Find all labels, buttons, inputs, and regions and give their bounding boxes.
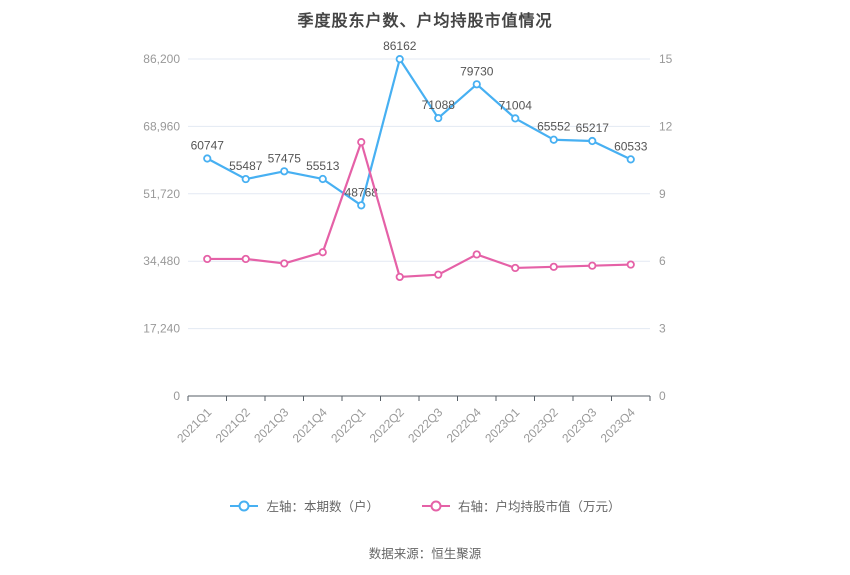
data-point-marker xyxy=(395,272,404,282)
x-axis-category-label: 2021Q2 xyxy=(213,405,253,445)
data-point-label: 48768 xyxy=(345,185,379,199)
axis-tick-labels: 0 0 17,240 3 34,480 6 51,720 9 68,960 12 86,200 15 xyxy=(143,52,672,403)
data-point-label: 55487 xyxy=(229,159,263,173)
legend-marker-icon xyxy=(422,500,450,511)
x-axis-category-label: 2022Q1 xyxy=(328,405,368,445)
x-axis-category-label: 2022Q2 xyxy=(367,405,407,445)
data-point-label: 71088 xyxy=(422,98,456,112)
data-source-note: 数据来源：恒生聚源 xyxy=(368,547,482,561)
data-point-label: 60533 xyxy=(614,139,648,153)
blue-series: 60747 55487 57475 55513 48768 86162 71088 79730… xyxy=(191,39,648,210)
x-axis-category-label: 2023Q1 xyxy=(482,405,522,445)
x-axis-category-label: 2022Q4 xyxy=(444,405,484,445)
x-axis-category-label: 2022Q3 xyxy=(405,405,445,445)
data-point-label: 86162 xyxy=(383,39,417,53)
data-point-marker xyxy=(549,262,558,271)
data-point-marker xyxy=(472,250,481,259)
left-axis-tick-label: 34,480 xyxy=(143,254,180,268)
x-axis xyxy=(187,395,651,401)
x-axis-category-label: 2023Q4 xyxy=(598,405,638,445)
data-point-marker xyxy=(549,135,558,144)
data-point-marker xyxy=(318,248,327,257)
x-axis-category-label: 2021Q1 xyxy=(174,405,214,445)
data-point-marker xyxy=(626,260,635,269)
legend-item-shareholder-count[interactable]: 左轴：本期数（户） xyxy=(229,496,379,515)
gridlines xyxy=(188,58,650,330)
data-point-marker xyxy=(241,254,250,264)
data-point-marker xyxy=(203,154,212,163)
x-axis-category-labels: 2021Q12021Q22021Q32021Q42022Q12022Q22022… xyxy=(174,405,638,445)
data-point-label: 65552 xyxy=(537,120,571,134)
right-axis-tick-label: 9 xyxy=(659,187,666,201)
data-point-label: 60747 xyxy=(191,139,225,153)
data-point-marker xyxy=(588,136,597,146)
legend-marker-icon xyxy=(230,500,259,511)
series-line xyxy=(206,58,632,207)
data-point-marker xyxy=(318,174,327,184)
x-axis-category-label: 2023Q2 xyxy=(521,405,561,445)
left-axis-tick-label: 86,200 xyxy=(143,52,180,66)
data-point-marker xyxy=(280,259,289,268)
data-point-marker xyxy=(588,261,597,270)
data-point-label: 55513 xyxy=(306,159,340,173)
series-line xyxy=(207,141,631,279)
data-point-marker xyxy=(434,270,443,279)
legend-label: 右轴：户均持股市值（万元） xyxy=(458,500,621,514)
data-point-label: 71004 xyxy=(499,98,533,112)
right-axis-tick-label: 0 xyxy=(659,389,666,403)
right-axis-tick-label: 15 xyxy=(659,52,673,66)
left-axis-tick-label: 17,240 xyxy=(143,322,180,336)
data-point-label: 79730 xyxy=(460,64,494,78)
data-point-marker xyxy=(511,114,520,123)
data-point-marker xyxy=(472,80,481,89)
chart-title: 季度股东户数、户均持股市值情况 xyxy=(297,13,553,30)
x-axis-category-label: 2021Q3 xyxy=(251,405,291,445)
chart-legend: 左轴：本期数（户） 右轴：户均持股市值（万元） xyxy=(0,496,850,515)
data-point-marker xyxy=(395,55,404,64)
right-axis-tick-label: 3 xyxy=(659,322,666,336)
data-point-marker xyxy=(357,201,366,210)
line-chart: 0 0 17,240 3 34,480 6 51,720 9 68,960 12 86,200 15 2… xyxy=(143,39,672,445)
legend-item-avg-holding-value[interactable]: 右轴：户均持股市值（万元） xyxy=(421,496,621,515)
left-axis-tick-label: 68,960 xyxy=(143,119,180,133)
data-point-label: 65217 xyxy=(576,121,610,135)
data-point-marker xyxy=(280,167,289,176)
data-point-marker xyxy=(357,138,366,147)
legend-label: 左轴：本期数（户） xyxy=(266,500,379,514)
right-axis-tick-label: 12 xyxy=(659,119,673,133)
left-axis-tick-label: 51,720 xyxy=(143,187,180,201)
data-point-label: 57475 xyxy=(268,151,302,165)
data-point-marker xyxy=(511,263,520,273)
data-point-marker xyxy=(626,155,635,164)
data-point-marker xyxy=(434,113,443,123)
left-axis-tick-label: 0 xyxy=(173,389,180,403)
data-point-marker xyxy=(241,174,250,184)
pink-series xyxy=(203,138,635,282)
right-axis-tick-label: 6 xyxy=(659,254,666,268)
x-axis-category-label: 2021Q4 xyxy=(290,405,330,445)
x-axis-category-label: 2023Q3 xyxy=(559,405,599,445)
data-point-marker xyxy=(203,254,212,264)
